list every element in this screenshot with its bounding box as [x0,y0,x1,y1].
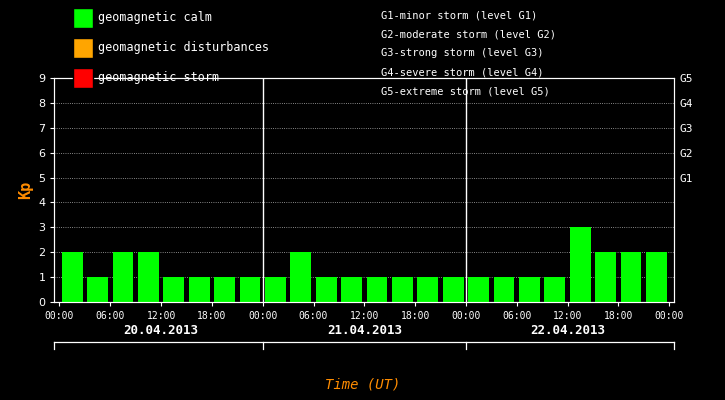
Text: G1-minor storm (level G1): G1-minor storm (level G1) [381,10,537,20]
Text: geomagnetic storm: geomagnetic storm [98,72,219,84]
Bar [468,277,489,302]
Text: geomagnetic calm: geomagnetic calm [98,12,212,24]
Bar [163,277,184,302]
Bar [214,277,235,302]
Bar [392,277,413,302]
Text: 22.04.2013: 22.04.2013 [530,324,605,336]
Y-axis label: Kp: Kp [17,181,33,199]
Bar [341,277,362,302]
Text: G2-moderate storm (level G2): G2-moderate storm (level G2) [381,29,555,39]
Bar [239,277,260,302]
Text: 21.04.2013: 21.04.2013 [327,324,402,336]
Bar [291,252,311,302]
Text: 20.04.2013: 20.04.2013 [123,324,199,336]
Bar [188,277,210,302]
Bar [443,277,464,302]
Bar [112,252,133,302]
Bar [570,227,591,302]
Bar [418,277,438,302]
Bar [646,252,667,302]
Bar [595,252,616,302]
Bar [367,277,387,302]
Bar [519,277,540,302]
Bar [621,252,642,302]
Bar [62,252,83,302]
Bar [316,277,336,302]
Bar [87,277,108,302]
Bar [265,277,286,302]
Bar [494,277,515,302]
Bar [138,252,159,302]
Bar [544,277,566,302]
Text: G3-strong storm (level G3): G3-strong storm (level G3) [381,48,543,58]
Text: G5-extreme storm (level G5): G5-extreme storm (level G5) [381,87,550,97]
Text: geomagnetic disturbances: geomagnetic disturbances [98,42,269,54]
Text: G4-severe storm (level G4): G4-severe storm (level G4) [381,68,543,78]
Text: Time (UT): Time (UT) [325,378,400,392]
